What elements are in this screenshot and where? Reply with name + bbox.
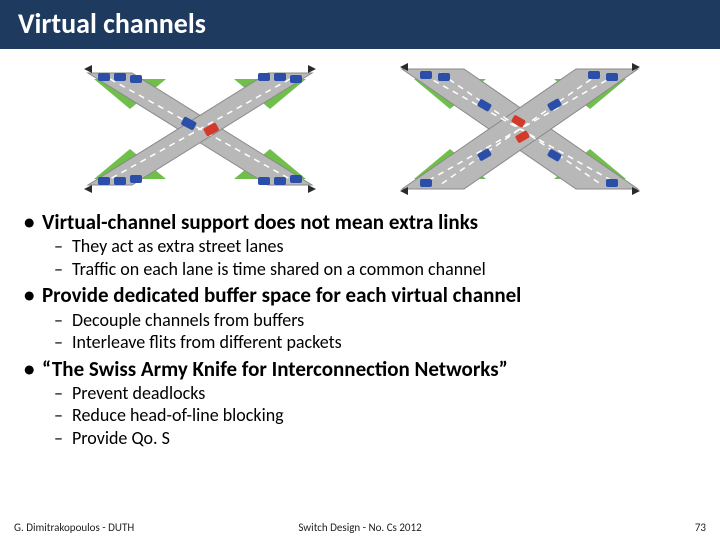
diagram-row [0, 49, 720, 207]
bullet-lvl2: Provide Qo. S [16, 427, 704, 450]
bullet-lvl2: Prevent deadlocks [16, 382, 704, 405]
slide: Virtual channels [0, 0, 720, 540]
bullet-lvl1: Virtual-channel support does not mean ex… [16, 209, 704, 235]
bullet-lvl2: Decouple channels from buffers [16, 309, 704, 332]
diagram-left [70, 59, 330, 199]
footer-page-number: 73 [695, 521, 706, 534]
bullet-lvl1: Provide dedicated buffer space for each … [16, 282, 704, 308]
intersection-single-lane-icon [70, 59, 330, 199]
bullet-lvl2: Reduce head-of-line blocking [16, 404, 704, 427]
title-bar: Virtual channels [0, 0, 720, 49]
bullet-lvl2: Interleave flits from different packets [16, 331, 704, 354]
footer-title: Switch Design - No. Cs 2012 [0, 521, 720, 534]
slide-title: Virtual channels [18, 6, 702, 41]
intersection-multi-lane-icon [390, 59, 650, 199]
bullet-list: Virtual-channel support does not mean ex… [0, 209, 720, 449]
bullet-lvl1: “The Swiss Army Knife for Interconnectio… [16, 356, 704, 382]
bullet-lvl2: Traffic on each lane is time shared on a… [16, 258, 704, 281]
diagram-right [390, 59, 650, 199]
bullet-lvl2: They act as extra street lanes [16, 235, 704, 258]
